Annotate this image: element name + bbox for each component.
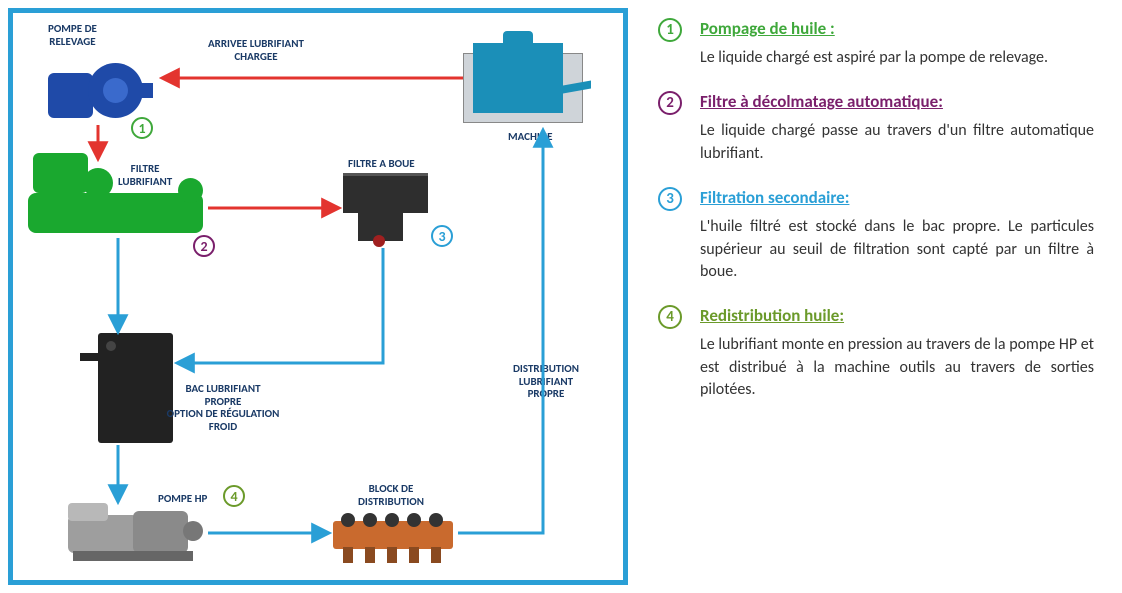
step-4: 4 Redistribution huile: Le lubrifiant mo… (658, 305, 1094, 401)
step-num-2: 2 (658, 91, 682, 115)
diagram-num-2: 2 (193, 235, 215, 257)
step-desc-3: L'huile filtré est stocké dans le bac pr… (700, 216, 1094, 283)
step-3: 3 Filtration secondaire: L'huile filtré … (658, 187, 1094, 283)
diagram-num-3: 3 (431, 225, 453, 247)
pompe-relevage (48, 58, 148, 123)
step-2: 2 Filtre à décolmatage automatique: Le l… (658, 91, 1094, 165)
label-distribution: DISTRIBUTION LUBRIFIANT PROPRE (513, 363, 579, 401)
pompe-hp (68, 503, 203, 563)
text-panel: 1 Pompage de huile : Le liquide chargé e… (648, 8, 1114, 585)
step-num-3: 3 (658, 187, 682, 211)
filtre-lubrifiant (28, 153, 203, 233)
step-title-3: Filtration secondaire: (700, 187, 1094, 208)
step-desc-2: Le liquide chargé passe au travers d'un … (700, 120, 1094, 165)
step-title-4: Redistribution huile: (700, 305, 1094, 326)
diagram-num-1: 1 (131, 117, 153, 139)
machine-body (463, 43, 583, 123)
label-pompe-relevage: POMPE DE RELEVAGE (48, 23, 97, 48)
step-title-1: Pompage de huile : (700, 18, 1094, 39)
step-title-2: Filtre à décolmatage automatique: (700, 91, 1094, 112)
diagram-panel: MACHINE POMPE DE RELEVAGE ARRIVEE LUBRIF… (8, 8, 628, 585)
step-desc-4: Le lubrifiant monte en pression au trave… (700, 334, 1094, 401)
filtre-boue (343, 173, 428, 243)
block-distribution (333, 513, 453, 563)
label-filtre-boue: FILTRE A BOUE (348, 158, 415, 171)
label-arrivee: ARRIVEE LUBRIFIANT CHARGEE (208, 38, 304, 63)
step-1: 1 Pompage de huile : Le liquide chargé e… (658, 18, 1094, 69)
label-filtre-lub: FILTRE LUBRIFIANT (118, 163, 172, 188)
diagram-num-4: 4 (223, 485, 245, 507)
step-desc-1: Le liquide chargé est aspiré par la pomp… (700, 47, 1094, 69)
step-num-1: 1 (658, 18, 682, 42)
label-machine: MACHINE (508, 131, 552, 144)
label-pompe-hp: POMPE HP (158, 493, 207, 506)
label-block: BLOCK DE DISTRIBUTION (358, 483, 424, 508)
label-bac: BAC LUBRIFIANT PROPRE OPTION DE RÉGULATI… (133, 383, 313, 434)
step-num-4: 4 (658, 305, 682, 329)
